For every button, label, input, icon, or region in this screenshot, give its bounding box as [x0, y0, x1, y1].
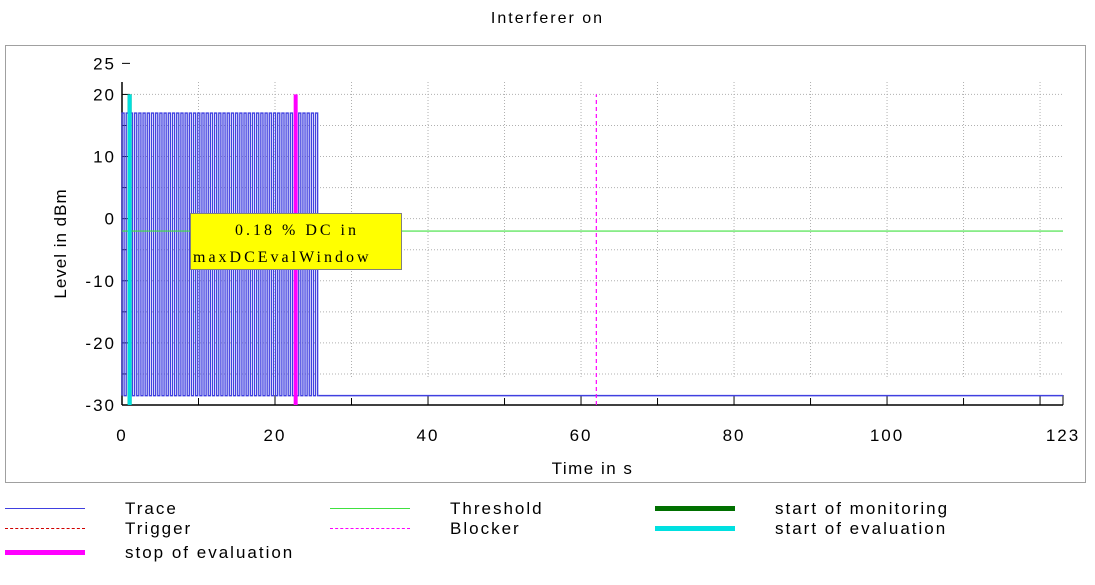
legend-swatch	[655, 526, 735, 531]
legend-label: Trigger	[125, 519, 193, 538]
y-tick-label: -30	[85, 396, 116, 415]
y-axis-label: Level in dBm	[51, 188, 70, 298]
trace-series-pulses	[121, 112, 319, 397]
x-tick-label: 0	[116, 426, 127, 445]
legend-swatch	[330, 528, 410, 529]
y-tick-label: 0	[105, 210, 116, 229]
legend-label: start of monitoring	[775, 499, 950, 518]
x-tick-label: 60	[570, 426, 593, 445]
legend-label: stop of evaluation	[125, 543, 295, 562]
legend-label: Blocker	[450, 519, 521, 538]
y-tick-label: 10	[93, 148, 116, 167]
legend-swatch	[5, 550, 85, 555]
x-tick-label: 40	[417, 426, 440, 445]
chart-title: Interferer on	[490, 10, 605, 27]
legend-swatch	[5, 508, 85, 509]
x-tick-label: 100	[870, 426, 904, 445]
legend-label: Trace	[125, 499, 178, 518]
y-tick-label: -20	[85, 334, 116, 353]
legend-swatch	[5, 528, 85, 529]
x-tick-label: 20	[264, 426, 287, 445]
x-tick-label: 80	[723, 426, 746, 445]
annotation-line-2: maxDCEvalWindow	[193, 249, 372, 266]
y-tick-label: 20	[93, 85, 116, 104]
y-tick-label: 25	[93, 54, 116, 73]
legend-label: Threshold	[450, 499, 544, 518]
legend-swatch	[655, 506, 735, 511]
legend-label: start of evaluation	[775, 519, 948, 538]
annotation-line-1: 0.18 % DC in	[235, 222, 359, 239]
duty-cycle-annotation: 0.18 % DC in maxDCEvalWindow	[190, 213, 402, 270]
x-tick-label: 123	[1046, 426, 1080, 445]
chart-frame	[5, 45, 1086, 483]
y-tick-label: -10	[85, 272, 116, 291]
legend-swatch	[330, 508, 410, 509]
x-axis-label: Time in s	[552, 459, 634, 478]
